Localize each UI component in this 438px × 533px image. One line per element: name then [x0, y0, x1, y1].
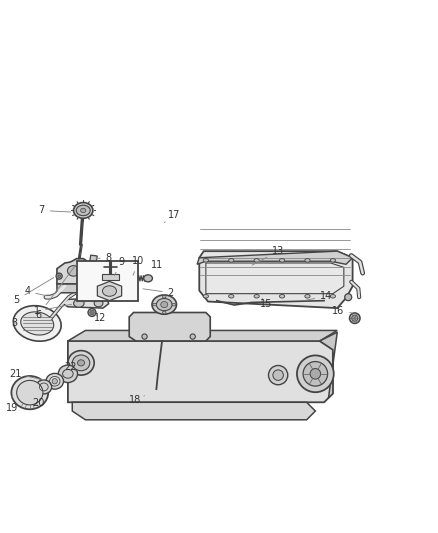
Ellipse shape: [58, 275, 60, 278]
Ellipse shape: [90, 310, 94, 314]
Polygon shape: [199, 251, 353, 308]
Text: 21: 21: [9, 369, 43, 380]
Ellipse shape: [203, 259, 208, 262]
Ellipse shape: [330, 295, 336, 298]
Polygon shape: [72, 402, 315, 420]
Polygon shape: [62, 298, 109, 308]
Text: 11: 11: [150, 260, 163, 276]
Polygon shape: [206, 263, 344, 294]
Text: 15: 15: [260, 298, 272, 309]
Text: 12: 12: [94, 313, 106, 323]
Ellipse shape: [67, 265, 80, 276]
Bar: [77, 261, 138, 301]
Ellipse shape: [88, 309, 96, 317]
Text: 17: 17: [164, 210, 180, 223]
Text: 9: 9: [114, 257, 125, 276]
Ellipse shape: [81, 208, 86, 213]
Text: 6: 6: [35, 264, 76, 320]
Text: 2: 2: [143, 288, 174, 298]
Polygon shape: [90, 255, 97, 261]
Ellipse shape: [305, 295, 310, 298]
Ellipse shape: [229, 259, 234, 262]
Ellipse shape: [144, 275, 152, 282]
Text: 3: 3: [11, 318, 17, 328]
Ellipse shape: [161, 302, 168, 308]
Polygon shape: [102, 274, 119, 280]
Ellipse shape: [81, 269, 88, 275]
Ellipse shape: [102, 286, 117, 296]
Ellipse shape: [74, 300, 84, 307]
Ellipse shape: [190, 334, 195, 339]
Ellipse shape: [152, 295, 177, 314]
Text: 18: 18: [129, 395, 145, 405]
Text: 14: 14: [306, 291, 332, 301]
Ellipse shape: [153, 303, 156, 306]
Polygon shape: [57, 259, 99, 284]
Ellipse shape: [21, 312, 54, 335]
Text: 8: 8: [96, 253, 112, 263]
Polygon shape: [320, 332, 337, 398]
Text: 19: 19: [6, 395, 18, 413]
Ellipse shape: [273, 370, 283, 381]
Ellipse shape: [74, 203, 93, 219]
Ellipse shape: [36, 380, 52, 394]
Ellipse shape: [76, 205, 90, 216]
Ellipse shape: [305, 259, 310, 262]
Ellipse shape: [350, 313, 360, 324]
Ellipse shape: [72, 355, 90, 371]
Text: 13: 13: [252, 246, 284, 265]
Ellipse shape: [68, 351, 94, 375]
Polygon shape: [97, 281, 122, 301]
Text: 10: 10: [132, 256, 144, 275]
Polygon shape: [129, 312, 210, 341]
Ellipse shape: [172, 303, 176, 306]
Polygon shape: [96, 276, 110, 280]
Ellipse shape: [46, 374, 64, 389]
Ellipse shape: [52, 378, 57, 384]
Ellipse shape: [63, 369, 73, 378]
Ellipse shape: [330, 259, 336, 262]
Ellipse shape: [162, 311, 166, 314]
Text: 16: 16: [332, 306, 353, 316]
Ellipse shape: [279, 259, 285, 262]
Text: 22: 22: [65, 362, 77, 372]
Polygon shape: [68, 330, 337, 341]
Polygon shape: [197, 251, 353, 264]
Text: 1: 1: [34, 304, 72, 316]
Ellipse shape: [352, 315, 358, 321]
Ellipse shape: [254, 295, 259, 298]
Ellipse shape: [17, 381, 43, 405]
Polygon shape: [109, 276, 123, 281]
Ellipse shape: [56, 273, 62, 279]
Text: 4: 4: [24, 286, 46, 296]
Ellipse shape: [78, 360, 85, 366]
Ellipse shape: [58, 365, 78, 383]
Ellipse shape: [310, 368, 321, 379]
Ellipse shape: [162, 295, 166, 298]
Text: 5: 5: [14, 278, 54, 305]
Ellipse shape: [303, 361, 328, 386]
Ellipse shape: [254, 259, 259, 262]
Ellipse shape: [229, 295, 234, 298]
Ellipse shape: [142, 334, 147, 339]
Text: 7: 7: [39, 205, 71, 215]
Ellipse shape: [297, 356, 334, 392]
Text: 20: 20: [32, 391, 45, 408]
Ellipse shape: [279, 295, 285, 298]
Polygon shape: [57, 284, 95, 293]
Ellipse shape: [11, 376, 48, 409]
Ellipse shape: [156, 298, 172, 311]
Ellipse shape: [203, 295, 208, 298]
Ellipse shape: [94, 300, 103, 307]
Ellipse shape: [268, 366, 288, 385]
Ellipse shape: [345, 294, 352, 301]
Polygon shape: [68, 341, 333, 402]
Ellipse shape: [13, 306, 61, 341]
